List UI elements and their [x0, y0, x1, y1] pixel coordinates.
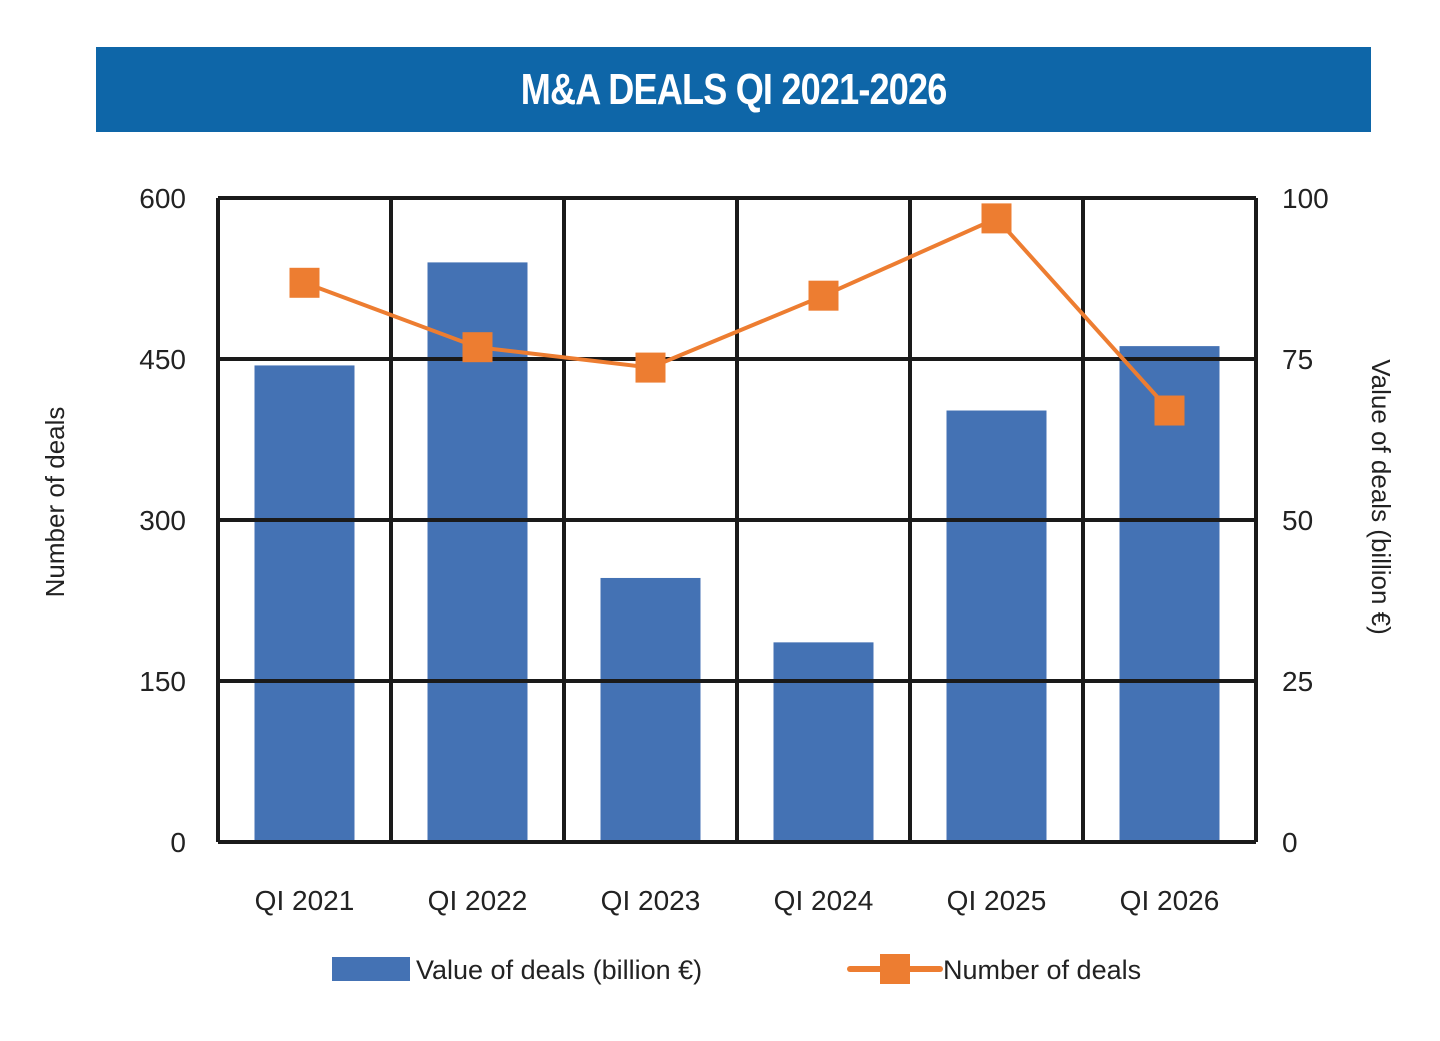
x-tick-label: QI 2026: [1120, 885, 1220, 916]
grid-layer: [216, 196, 1258, 844]
left-tick-label: 450: [139, 344, 186, 375]
left-tick-label: 150: [139, 666, 186, 697]
right-tick-label: 75: [1282, 344, 1313, 375]
bar: [946, 410, 1047, 842]
legend-line-marker: [880, 954, 910, 984]
line-marker: [808, 280, 839, 311]
x-tick-label: QI 2023: [601, 885, 701, 916]
line-marker: [1154, 395, 1185, 426]
left-tick-label: 0: [170, 827, 186, 858]
bar: [600, 577, 701, 842]
bar: [1119, 346, 1220, 842]
x-tick-label: QI 2022: [428, 885, 528, 916]
left-tick-label: 600: [139, 183, 186, 214]
legend-line-label: Number of deals: [943, 955, 1141, 985]
ticks-layer: 0 150 300 450 600 0 25 50 75 100 QI 2021 QI 2022 QI …: [139, 183, 1328, 916]
right-tick-label: 25: [1282, 666, 1313, 697]
line-layer: [289, 203, 1185, 426]
line-marker: [462, 332, 493, 363]
right-tick-label: 100: [1282, 183, 1329, 214]
bar: [773, 642, 874, 842]
right-axis-title: Value of deals (billion €): [1366, 359, 1396, 635]
right-tick-label: 0: [1282, 827, 1298, 858]
line-marker: [289, 267, 320, 298]
left-axis-title: Number of deals: [40, 407, 70, 598]
x-tick-label: QI 2025: [947, 885, 1047, 916]
line-number-of-deals: [303, 215, 1171, 412]
left-tick-label: 300: [139, 505, 186, 536]
right-tick-label: 50: [1282, 505, 1313, 536]
x-tick-label: QI 2021: [255, 885, 355, 916]
legend-bar-swatch: [332, 957, 410, 981]
bar: [254, 365, 355, 842]
legend-bar-label: Value of deals (billion €): [416, 955, 702, 985]
line-marker: [981, 203, 1012, 234]
title-bar: M&A DEALS QI 2021-2026: [96, 47, 1371, 132]
chart-title: M&A DEALS QI 2021-2026: [520, 64, 948, 114]
x-tick-label: QI 2024: [774, 885, 874, 916]
legend: Value of deals (billion €) Number of dea…: [332, 954, 1141, 985]
line-marker: [635, 352, 666, 383]
